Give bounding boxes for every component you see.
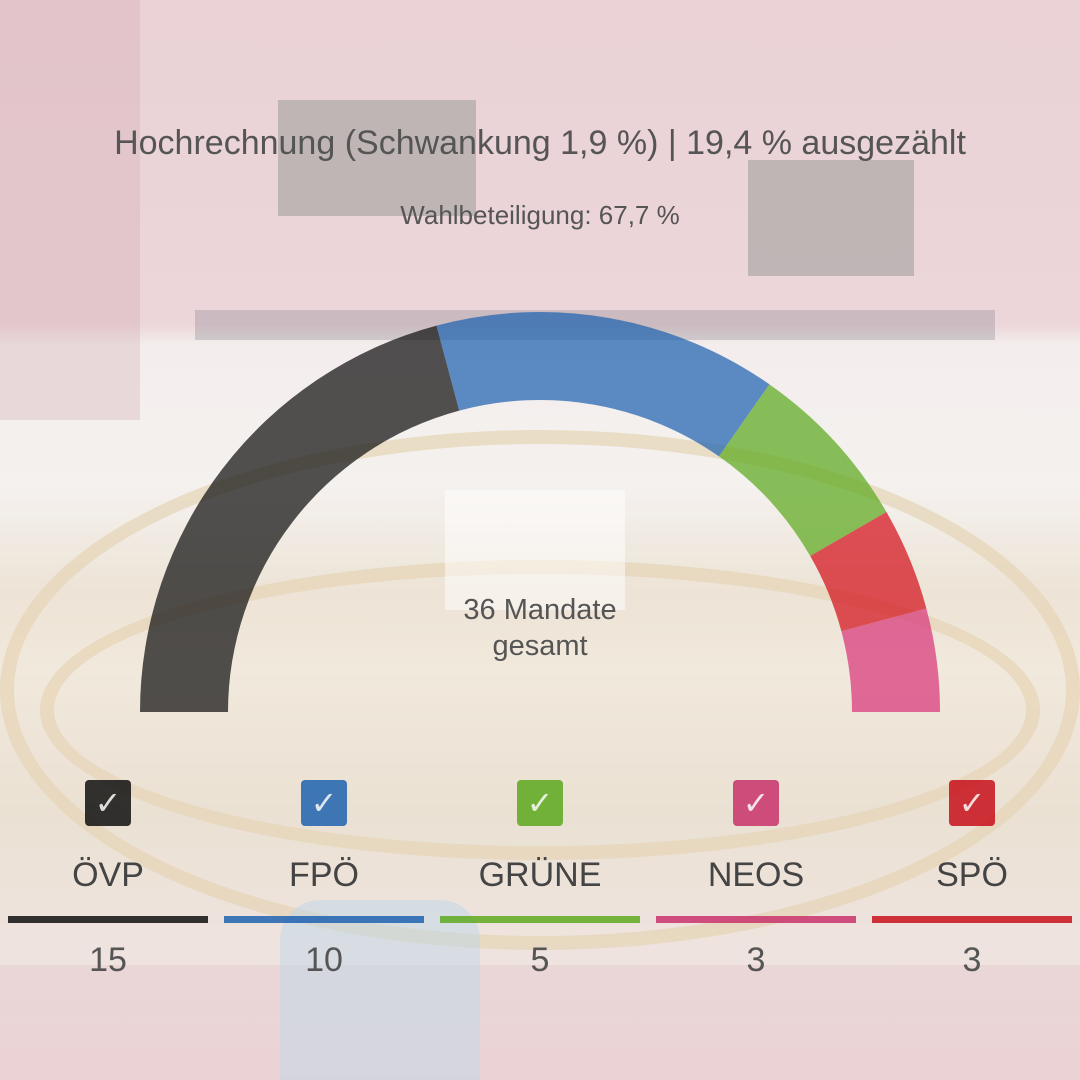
wall-panel <box>0 0 140 420</box>
seat-segment-övp <box>140 325 460 712</box>
check-icon: ✓ <box>958 785 986 821</box>
check-icon: ✓ <box>742 785 770 821</box>
party-name: GRÜNE <box>478 856 602 894</box>
party-checkbox[interactable]: ✓ <box>85 780 131 826</box>
total-seats-label: 36 Mandate gesamt <box>340 592 740 664</box>
seat-segment-fpö <box>436 312 770 457</box>
party-name: NEOS <box>707 856 805 894</box>
party-color-bar <box>440 916 640 923</box>
seat-segment-spö <box>810 512 927 632</box>
party-seats: 10 <box>305 941 343 979</box>
seat-segment-neos <box>841 608 940 712</box>
projection-title: Hochrechnung (Schwankung 1,9 %) | 19,4 %… <box>114 124 966 162</box>
party-name: FPÖ <box>289 856 359 894</box>
party-legend: ✓ ÖVP 15 ✓ FPÖ 10 ✓ GRÜNE 5 ✓ NEOS 3 ✓ SPÖ 3 <box>0 780 1080 980</box>
party-seats: 3 <box>746 941 766 979</box>
check-icon: ✓ <box>526 785 554 821</box>
total-seats-line1: 36 Mandate <box>463 594 617 626</box>
legend-item-spö[interactable]: ✓ SPÖ 3 <box>864 780 1080 980</box>
lectern <box>445 490 625 610</box>
check-icon: ✓ <box>310 785 338 821</box>
party-checkbox[interactable]: ✓ <box>517 780 563 826</box>
turnout-subtitle: Wahlbeteiligung: 67,7 % <box>400 200 680 230</box>
party-color-bar <box>872 916 1072 923</box>
seat-segment-grüne <box>718 384 887 556</box>
foreground-wall <box>0 965 1080 1080</box>
party-seats: 3 <box>962 941 982 979</box>
party-color-bar <box>656 916 856 923</box>
party-seats: 15 <box>89 941 127 979</box>
party-seats: 5 <box>530 941 550 979</box>
legend-item-neos[interactable]: ✓ NEOS 3 <box>648 780 864 980</box>
person-foreground <box>280 900 480 1080</box>
screen-left <box>278 100 476 216</box>
party-checkbox[interactable]: ✓ <box>301 780 347 826</box>
check-icon: ✓ <box>94 785 122 821</box>
legend-item-grüne[interactable]: ✓ GRÜNE 5 <box>432 780 648 980</box>
total-seats-line2: gesamt <box>492 630 588 662</box>
party-name: ÖVP <box>72 856 144 894</box>
party-color-bar <box>8 916 208 923</box>
legend-item-fpö[interactable]: ✓ FPÖ 10 <box>216 780 432 980</box>
party-checkbox[interactable]: ✓ <box>949 780 995 826</box>
party-name: SPÖ <box>936 856 1008 894</box>
legend-item-övp[interactable]: ✓ ÖVP 15 <box>0 780 216 980</box>
party-checkbox[interactable]: ✓ <box>733 780 779 826</box>
screen-right <box>748 160 914 276</box>
party-color-bar <box>224 916 424 923</box>
